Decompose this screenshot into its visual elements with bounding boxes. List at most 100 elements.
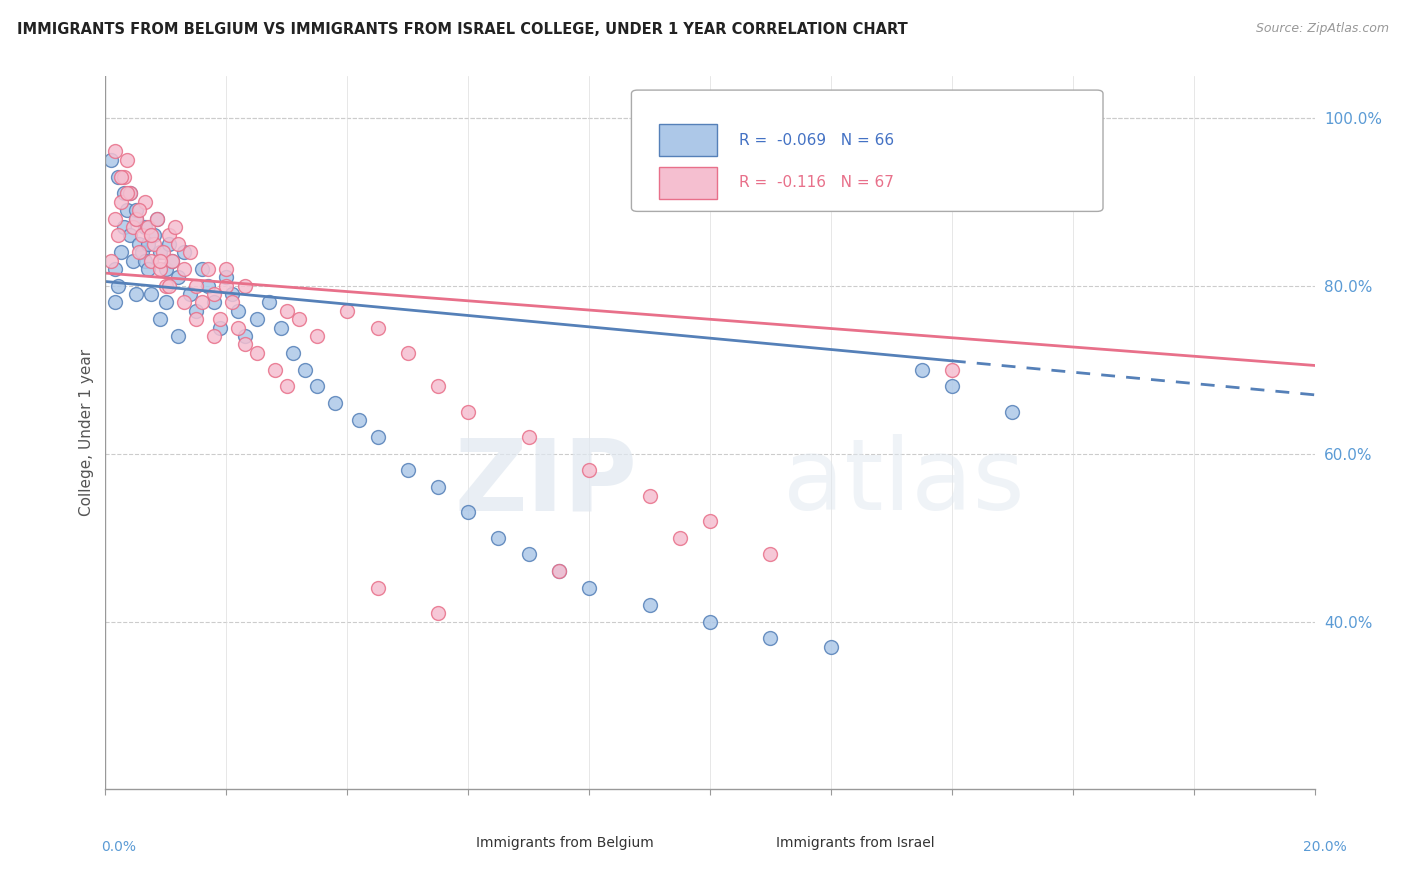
Point [128,245,150,260]
Point [139,228,162,243]
Point [548,564,571,578]
Point [115,203,138,218]
Point [191,261,214,276]
Point [638,489,661,503]
Point [263,362,285,376]
Point [112,219,135,234]
Point [167,270,190,285]
Point [457,505,479,519]
Point [349,413,371,427]
Point [136,261,159,276]
Point [202,329,225,343]
Point [396,346,419,360]
Point [121,253,143,268]
Point [941,379,963,393]
Text: 20.0%: 20.0% [1303,840,1347,855]
Point [167,236,190,251]
Point [197,278,219,293]
Point [759,632,782,646]
Point [118,186,141,201]
Point [517,547,540,561]
Point [191,295,214,310]
Text: atlas: atlas [783,434,1024,531]
Point [233,337,256,351]
Point [276,304,298,318]
Point [103,145,125,159]
Point [578,581,600,595]
Point [179,245,201,260]
Point [131,228,153,243]
Point [128,236,150,251]
Point [396,463,419,477]
Point [294,362,316,376]
Point [103,295,125,310]
Point [157,278,180,293]
Text: Source: ZipAtlas.com: Source: ZipAtlas.com [1256,22,1389,36]
Point [173,245,195,260]
Point [270,320,292,334]
Point [457,404,479,418]
Point [669,531,692,545]
Point [911,362,934,376]
Point [427,379,450,393]
Point [699,514,721,528]
FancyBboxPatch shape [742,833,789,855]
Point [246,312,269,326]
Point [160,253,183,268]
Point [107,169,129,184]
Point [107,278,129,293]
Point [173,261,195,276]
Point [155,278,177,293]
Point [155,261,177,276]
Point [139,253,162,268]
Point [136,236,159,251]
Point [149,245,172,260]
Point [100,253,122,268]
Point [124,211,148,226]
Point [941,362,963,376]
Point [228,320,250,334]
Point [134,219,156,234]
Point [578,463,600,477]
Point [112,186,135,201]
Point [638,598,661,612]
Point [820,640,842,654]
Point [124,211,148,226]
Point [163,219,186,234]
Point [139,287,162,301]
Point [134,194,156,209]
Point [124,203,148,218]
Point [1001,404,1024,418]
Point [149,261,172,276]
Point [281,346,304,360]
Point [209,320,232,334]
Point [146,211,169,226]
Point [186,278,208,293]
Point [131,245,153,260]
Point [366,430,388,444]
Point [366,320,388,334]
Point [186,312,208,326]
Point [307,329,329,343]
Point [233,329,256,343]
FancyBboxPatch shape [631,90,1104,211]
Point [427,606,450,620]
Point [173,295,195,310]
Point [110,169,132,184]
Point [202,287,225,301]
Point [228,304,250,318]
Point [488,531,510,545]
Point [215,261,238,276]
Point [157,236,180,251]
Point [323,396,346,410]
Point [699,615,721,629]
FancyBboxPatch shape [659,124,717,156]
Point [197,261,219,276]
Point [548,564,571,578]
Point [149,253,172,268]
Text: IMMIGRANTS FROM BELGIUM VS IMMIGRANTS FROM ISRAEL COLLEGE, UNDER 1 YEAR CORRELAT: IMMIGRANTS FROM BELGIUM VS IMMIGRANTS FR… [17,22,908,37]
Point [100,153,122,167]
Point [142,236,165,251]
Point [136,219,159,234]
Y-axis label: College, Under 1 year: College, Under 1 year [79,349,94,516]
